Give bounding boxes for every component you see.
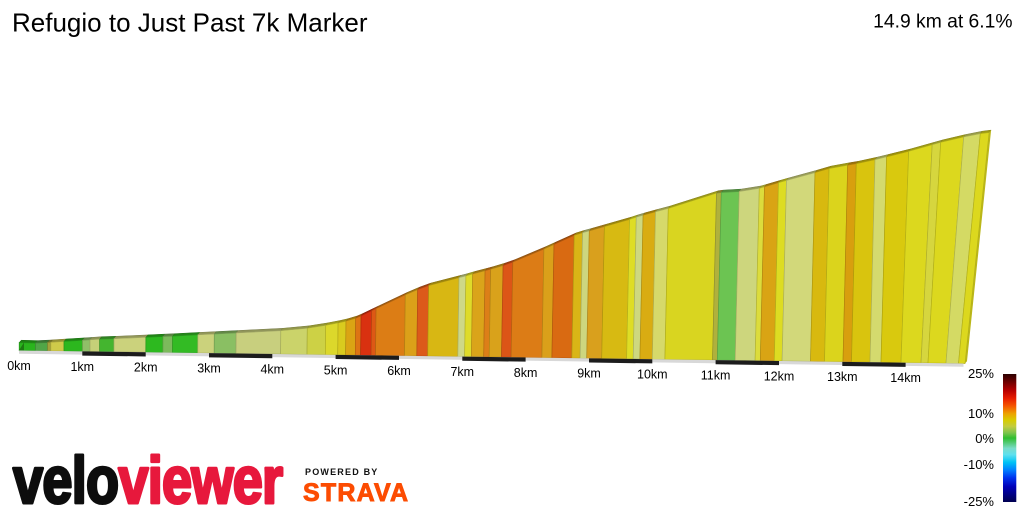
svg-text:1km: 1km	[70, 360, 94, 374]
svg-text:4km: 4km	[260, 362, 284, 376]
svg-text:2km: 2km	[134, 361, 158, 375]
svg-text:-25%: -25%	[964, 494, 995, 509]
svg-text:3km: 3km	[197, 362, 221, 376]
svg-text:6km: 6km	[387, 364, 411, 378]
svg-text:5km: 5km	[324, 363, 348, 377]
svg-text:Refugio to Just Past 7k Marker: Refugio to Just Past 7k Marker	[12, 8, 368, 38]
svg-text:12km: 12km	[764, 369, 795, 383]
svg-text:0km: 0km	[7, 359, 31, 373]
svg-text:0%: 0%	[975, 431, 994, 446]
svg-text:11km: 11km	[701, 369, 731, 383]
svg-text:13km: 13km	[827, 370, 858, 384]
svg-text:10%: 10%	[968, 406, 994, 421]
svg-text:STRAVA: STRAVA	[303, 479, 409, 507]
svg-text:9km: 9km	[577, 367, 601, 381]
svg-text:7km: 7km	[450, 365, 474, 379]
svg-text:veloviewer: veloviewer	[13, 443, 283, 512]
svg-text:10km: 10km	[637, 368, 668, 382]
svg-text:25%: 25%	[968, 366, 994, 381]
svg-text:14km: 14km	[890, 371, 921, 385]
svg-text:-10%: -10%	[964, 457, 995, 472]
svg-text:14.9 km at 6.1%: 14.9 km at 6.1%	[873, 11, 1012, 32]
svg-text:POWERED BY: POWERED BY	[305, 467, 379, 477]
svg-text:8km: 8km	[514, 366, 538, 380]
